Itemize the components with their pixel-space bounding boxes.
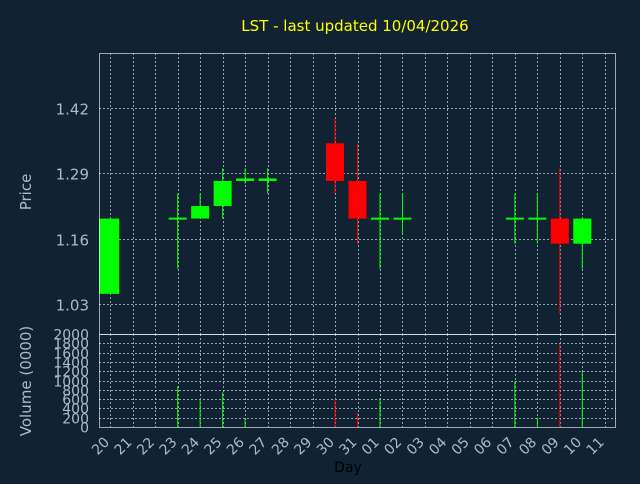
candle-body [213, 180, 232, 207]
x-tick-label: 08 [516, 435, 540, 459]
x-tick-label: 27 [246, 435, 270, 459]
candle-body [99, 218, 120, 294]
plot-borders [99, 53, 616, 428]
x-tick-label: 28 [269, 435, 293, 459]
x-tick-label: 10 [561, 435, 585, 459]
price-tick-label: 1.42 [56, 101, 89, 119]
volume-tick-label: 600 [62, 393, 89, 409]
candle-body [258, 178, 277, 181]
candle-body [550, 218, 569, 244]
x-tick-label: 01 [359, 435, 383, 459]
volume-bars [177, 344, 583, 427]
volume-axis-label: Volume (0000) [17, 326, 35, 436]
price-tick-label: 1.16 [56, 232, 89, 250]
volume-tick-label: 1600 [53, 347, 89, 363]
candle-body [348, 180, 367, 219]
volume-tick-label: 800 [62, 384, 89, 400]
volume-tick-label: 200 [62, 412, 89, 428]
x-tick-label: 23 [157, 435, 181, 459]
volume-tick-label: 1400 [53, 356, 89, 372]
candle-body [191, 206, 210, 219]
x-tick-label: 02 [381, 435, 405, 459]
volume-panel-border [99, 334, 616, 428]
x-tick-label: 21 [112, 435, 136, 459]
x-tick-label: 04 [426, 434, 450, 458]
x-tick-label: 31 [336, 435, 360, 459]
chart-title: LST - last updated 10/04/2026 [241, 17, 468, 35]
x-tick-label: 22 [134, 435, 158, 459]
x-tick-label: 05 [449, 435, 473, 459]
volume-tick-label: 1800 [53, 337, 89, 353]
candle-body [236, 178, 255, 181]
x-axis-label: Day [334, 460, 362, 476]
volume-tick-label: 0 [80, 421, 89, 437]
x-tick-label: 20 [89, 435, 113, 459]
x-tick-label: 24 [179, 434, 203, 458]
candle-body [573, 218, 592, 244]
volume-tick-label: 1000 [53, 375, 89, 391]
price-axis-label: Price [17, 174, 35, 211]
volume-tick-label: 400 [62, 402, 89, 418]
price-tick-label: 1.03 [56, 297, 89, 315]
x-tick-label: 29 [291, 435, 315, 459]
volume-tick-label: 2000 [53, 328, 89, 344]
x-tick-label: 26 [224, 434, 248, 458]
candles [99, 118, 592, 314]
price-tick-label: 1.29 [56, 166, 89, 184]
volume-tick-label: 1200 [53, 365, 89, 381]
x-tick-label: 07 [494, 435, 518, 459]
x-tick-label: 11 [584, 435, 608, 459]
candle-body [326, 143, 345, 181]
tick-labels: 1.421.291.161.03200018001600140012001000… [53, 101, 607, 459]
x-tick-label: 09 [539, 435, 563, 459]
x-tick-label: 03 [404, 435, 428, 459]
x-tick-label: 30 [314, 435, 338, 459]
x-tick-label: 25 [202, 435, 226, 459]
x-tick-label: 06 [471, 434, 495, 458]
